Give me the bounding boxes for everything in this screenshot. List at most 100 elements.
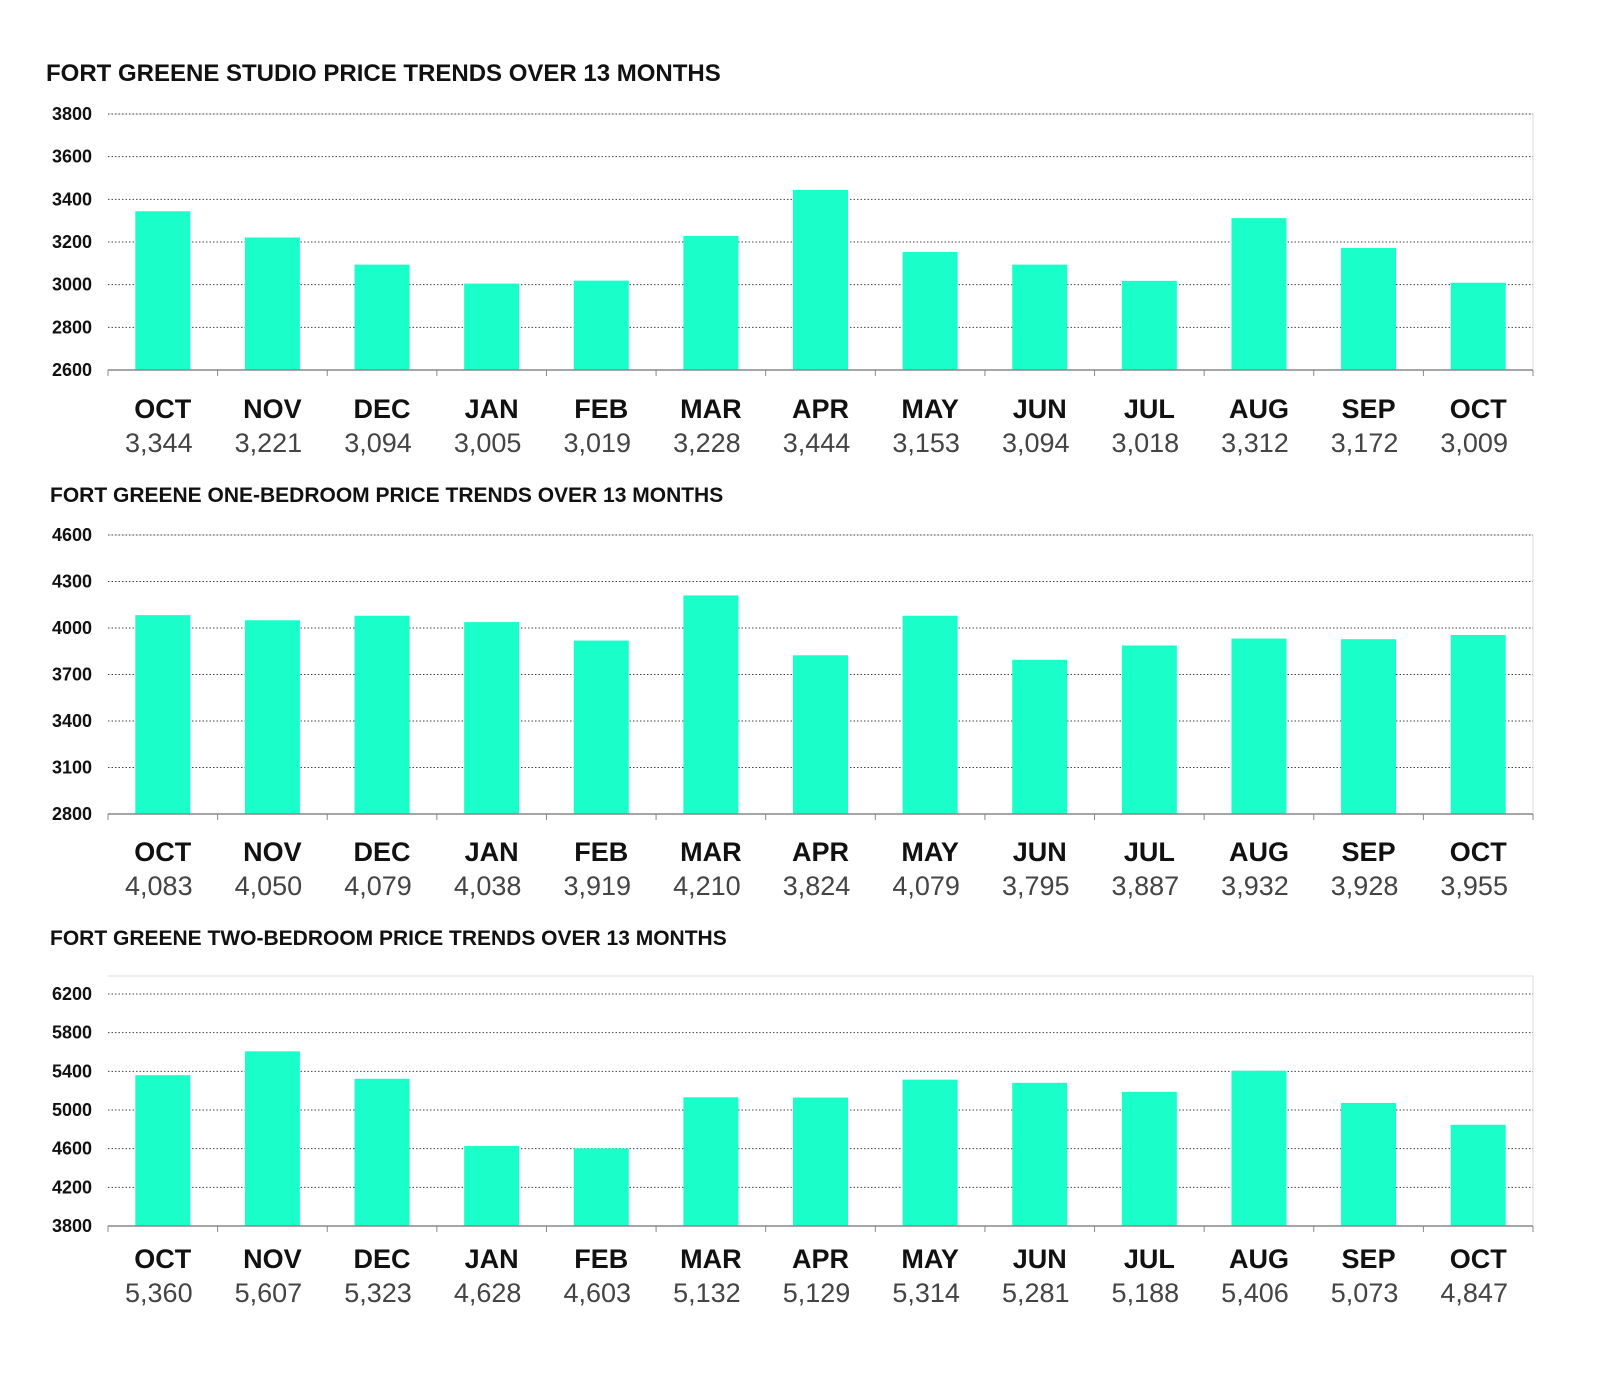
studio-bar [1450, 282, 1506, 370]
studio-value-label: 3,228 [673, 428, 741, 458]
studio-category-label: MAY [901, 394, 959, 424]
studio-chart-title: FORT GREENE STUDIO PRICE TRENDS OVER 13 … [46, 60, 721, 87]
two-bedroom-category-label: SEP [1342, 1244, 1396, 1274]
studio-value-label: 3,094 [1002, 428, 1070, 458]
studio-category-label: JUN [1013, 394, 1067, 424]
two-bedroom-y-tick-label: 5800 [52, 1023, 92, 1043]
two-bedroom-y-tick-label: 5400 [52, 1061, 92, 1081]
two-bedroom-category-label: JAN [465, 1244, 519, 1274]
one-bedroom-chart-title: FORT GREENE ONE-BEDROOM PRICE TRENDS OVE… [50, 484, 724, 507]
two-bedroom-category-label: OCT [1450, 1244, 1508, 1274]
one-bedroom-category-label: APR [792, 837, 849, 867]
studio-bar [354, 264, 410, 370]
one-bedroom-value-label: 3,919 [563, 871, 631, 901]
studio-bar [1012, 264, 1068, 370]
one-bedroom-bar [354, 615, 410, 814]
one-bedroom-bar [1121, 645, 1177, 814]
two-bedroom-category-label: FEB [574, 1244, 628, 1274]
studio-category-label: JAN [465, 394, 519, 424]
studio-value-label: 3,009 [1440, 428, 1508, 458]
studio-bar [1121, 280, 1177, 370]
two-bedroom-bar [902, 1079, 958, 1226]
studio-bar [1231, 218, 1287, 370]
studio-bar [135, 211, 191, 370]
studio-bar [793, 189, 848, 370]
one-bedroom-category-label: JUL [1124, 837, 1175, 867]
two-bedroom-bar [1450, 1124, 1506, 1226]
two-bedroom-value-label: 4,603 [563, 1278, 631, 1308]
one-bedroom-bar [464, 622, 520, 814]
one-bedroom-category-label: DEC [354, 837, 411, 867]
studio-value-label: 3,344 [125, 428, 193, 458]
one-bedroom-y-tick-label: 2800 [52, 804, 92, 824]
two-bedroom-y-tick-label: 6200 [52, 984, 92, 1004]
studio-category-label: JUL [1124, 394, 1175, 424]
one-bedroom-bar [135, 615, 191, 814]
studio-value-label: 3,221 [235, 428, 303, 458]
two-bedroom-bar [135, 1075, 191, 1226]
studio-y-tick-label: 2800 [52, 317, 92, 337]
one-bedroom-value-label: 3,824 [783, 871, 851, 901]
studio-bar [902, 252, 958, 370]
two-bedroom-y-tick-label: 3800 [52, 1216, 92, 1236]
two-bedroom-value-label: 5,406 [1221, 1278, 1289, 1308]
studio-value-label: 3,005 [454, 428, 522, 458]
one-bedroom-category-label: NOV [243, 837, 302, 867]
studio-value-label: 3,172 [1331, 428, 1399, 458]
one-bedroom-value-label: 4,210 [673, 871, 741, 901]
one-bedroom-value-label: 3,955 [1440, 871, 1508, 901]
two-bedroom-value-label: 4,628 [454, 1278, 522, 1308]
studio-bar [683, 236, 739, 370]
studio-category-label: FEB [574, 394, 628, 424]
studio-y-tick-label: 3800 [52, 104, 92, 124]
one-bedroom-bar [902, 615, 958, 814]
studio-y-tick-label: 3400 [52, 189, 92, 209]
one-bedroom-category-label: MAY [901, 837, 959, 867]
studio-category-label: MAR [680, 394, 742, 424]
two-bedroom-bar [244, 1051, 300, 1226]
two-bedroom-value-label: 5,323 [344, 1278, 412, 1308]
one-bedroom-y-tick-label: 3100 [52, 758, 92, 778]
one-bedroom-category-label: OCT [1450, 837, 1508, 867]
two-bedroom-bar [354, 1078, 410, 1226]
two-bedroom-bar [1231, 1070, 1287, 1226]
two-bedroom-bar [1121, 1091, 1177, 1226]
one-bedroom-value-label: 4,083 [125, 871, 193, 901]
two-bedroom-value-label: 5,073 [1331, 1278, 1399, 1308]
two-bedroom-value-label: 5,281 [1002, 1278, 1070, 1308]
studio-bar [244, 237, 300, 370]
two-bedroom-chart-title: FORT GREENE TWO-BEDROOM PRICE TRENDS OVE… [50, 927, 727, 950]
two-bedroom-category-label: APR [792, 1244, 849, 1274]
one-bedroom-value-label: 3,887 [1112, 871, 1180, 901]
studio-bar [1341, 247, 1397, 370]
one-bedroom-category-label: FEB [574, 837, 628, 867]
one-bedroom-y-tick-label: 3700 [52, 665, 92, 685]
two-bedroom-value-label: 5,129 [783, 1278, 851, 1308]
one-bedroom-value-label: 4,038 [454, 871, 522, 901]
studio-bar-chart: 2600 2800 3000 3200 3400 3600 3800 OCT 3,344 NOV 3… [52, 104, 1534, 458]
two-bedroom-y-tick-label: 5000 [52, 1100, 92, 1120]
one-bedroom-value-label: 4,079 [344, 871, 412, 901]
two-bedroom-bar [464, 1145, 520, 1226]
studio-y-tick-label: 3200 [52, 232, 92, 252]
one-bedroom-y-tick-label: 4600 [52, 525, 92, 545]
studio-value-label: 3,444 [783, 428, 851, 458]
studio-bar [464, 283, 520, 370]
two-bedroom-value-label: 4,847 [1440, 1278, 1508, 1308]
one-bedroom-bar [1341, 639, 1397, 814]
one-bedroom-value-label: 3,795 [1002, 871, 1070, 901]
one-bedroom-bar [1450, 634, 1506, 814]
studio-category-label: OCT [134, 394, 192, 424]
two-bedroom-value-label: 5,314 [892, 1278, 960, 1308]
one-bedroom-value-label: 4,079 [892, 871, 960, 901]
two-bedroom-value-label: 5,360 [125, 1278, 193, 1308]
studio-value-label: 3,019 [563, 428, 631, 458]
two-bedroom-bar [793, 1097, 848, 1226]
two-bedroom-category-label: AUG [1229, 1244, 1289, 1274]
one-bedroom-category-label: OCT [134, 837, 192, 867]
two-bedroom-bar [573, 1148, 629, 1226]
two-bedroom-y-tick-label: 4600 [52, 1139, 92, 1159]
one-bedroom-category-label: SEP [1342, 837, 1396, 867]
studio-category-label: DEC [354, 394, 411, 424]
one-bedroom-value-label: 3,932 [1221, 871, 1289, 901]
